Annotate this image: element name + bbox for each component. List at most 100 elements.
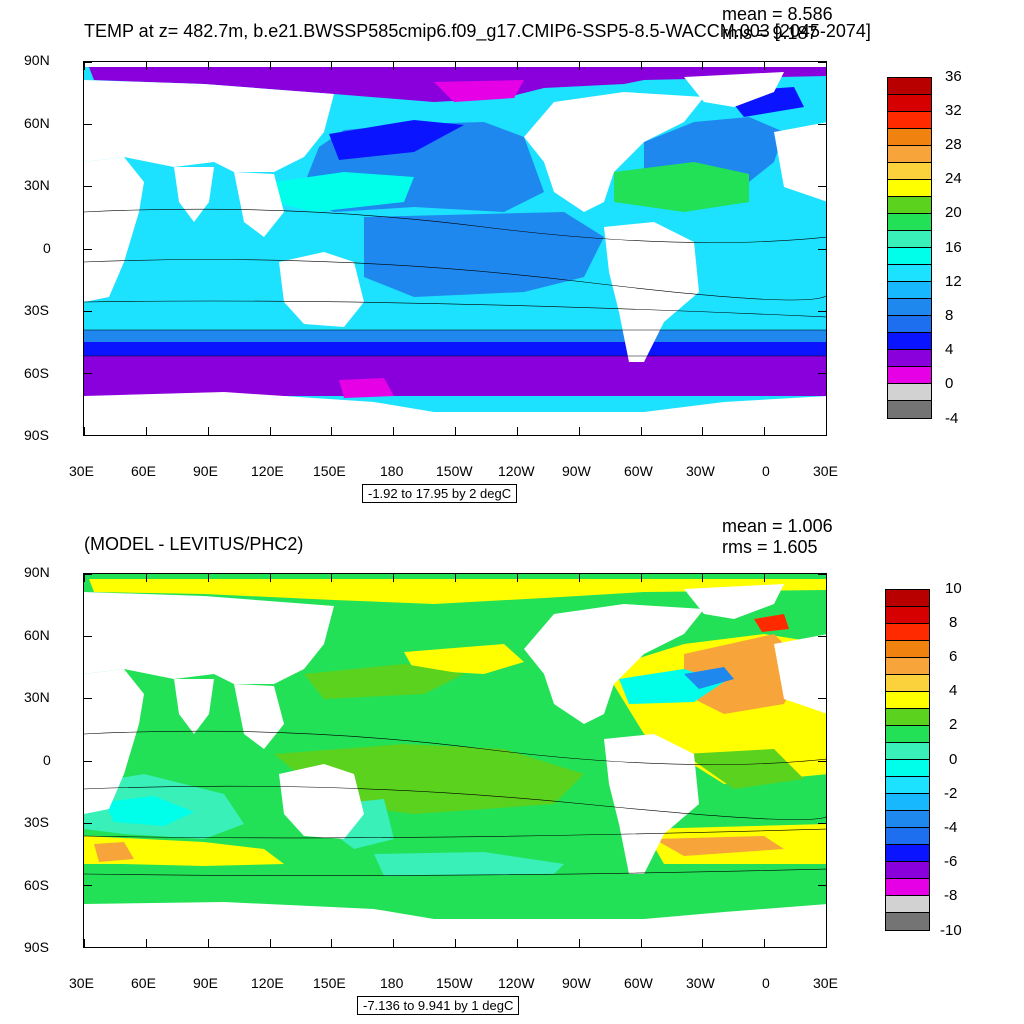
- colorbar-swatch: [886, 828, 929, 845]
- lon-label: 180: [380, 975, 404, 991]
- lon-tick: [455, 574, 456, 582]
- lon-label: 120E: [251, 975, 284, 991]
- south-america-land: [604, 222, 699, 362]
- equatorial-pacific: [364, 212, 604, 297]
- lon-tick: [455, 62, 456, 70]
- colorbar-label: 16: [945, 239, 962, 256]
- colorbar-swatch: [886, 743, 929, 760]
- arctic-yellow: [89, 579, 826, 604]
- india-land: [174, 679, 214, 734]
- colorbar-label: 4: [945, 341, 954, 358]
- contour-line: [84, 868, 826, 876]
- lat-tick: [818, 435, 826, 436]
- southern-band-mid: [84, 330, 826, 342]
- lon-label: 0: [762, 975, 770, 991]
- lon-tick: [269, 574, 271, 582]
- colorbar-label: 24: [945, 170, 962, 187]
- southern-cyan-band: [374, 852, 564, 876]
- lat-tick: [84, 884, 92, 886]
- lon-tick: [207, 574, 209, 582]
- colorbar-label: -8: [944, 887, 958, 904]
- lon-tick: [516, 574, 518, 582]
- lon-tick: [207, 939, 209, 947]
- europe-land: [774, 122, 826, 202]
- lat-tick: [818, 248, 826, 250]
- eurasia-land: [84, 80, 334, 172]
- lat-tick: [818, 186, 826, 188]
- lon-tick: [145, 574, 147, 582]
- colorbar-swatch: [886, 624, 929, 641]
- lat-label: 0: [43, 240, 51, 256]
- lat-label: 90S: [24, 427, 49, 443]
- lat-tick: [84, 435, 92, 436]
- southern-orange-spot: [94, 842, 134, 862]
- lat-tick: [84, 636, 92, 638]
- north-atlantic-green: [614, 162, 749, 212]
- colorbar-swatch: [888, 282, 931, 299]
- lon-label: 120E: [251, 463, 284, 479]
- colorbar-swatch: [888, 163, 931, 180]
- colorbar-swatch: [886, 590, 929, 607]
- panel-title: TEMP at z= 482.7m, b.e21.BWSSP585cmip6.f…: [84, 21, 871, 41]
- lat-tick: [818, 760, 826, 762]
- lon-tick: [393, 427, 395, 435]
- rms-value: rms = 9.187: [722, 23, 818, 43]
- india-land: [174, 167, 214, 222]
- lat-tick: [84, 372, 92, 374]
- lon-label: 150E: [313, 975, 346, 991]
- se-asia-land: [234, 684, 284, 749]
- colorbar-swatch: [888, 384, 931, 401]
- contour-line: [84, 828, 826, 839]
- lat-label: 30S: [24, 814, 49, 830]
- lon-label: 30W: [686, 463, 715, 479]
- colorbar-swatch: [888, 146, 931, 163]
- colorbar-swatch: [886, 777, 929, 794]
- eurasia-land: [84, 592, 334, 684]
- mean-value: mean = 8.586: [722, 4, 833, 24]
- antarctica: [84, 902, 826, 947]
- lon-tick: [516, 427, 518, 435]
- colorbar-swatch: [888, 78, 931, 95]
- lon-tick: [331, 939, 333, 947]
- greenland-land: [684, 584, 784, 619]
- colorbar-swatch: [886, 641, 929, 658]
- lat-tick: [818, 636, 826, 638]
- lon-label: 150W: [436, 463, 473, 479]
- lon-tick: [702, 62, 704, 70]
- colorbar-swatch: [888, 112, 931, 129]
- se-asia-land: [234, 172, 284, 237]
- colorbar-swatch: [888, 316, 931, 333]
- lat-tick: [818, 884, 826, 886]
- lat-label: 60S: [24, 365, 49, 381]
- lat-label: 90N: [24, 564, 50, 580]
- lat-label: 90N: [24, 52, 50, 68]
- lon-label: 30E: [813, 975, 838, 991]
- lon-tick: [826, 62, 827, 70]
- lon-label: 60E: [131, 463, 156, 479]
- colorbar-swatch: [888, 214, 931, 231]
- lon-label: 60W: [624, 975, 653, 991]
- colorbar-label: 28: [945, 136, 962, 153]
- lon-label: 30E: [69, 463, 94, 479]
- colorbar-label: 36: [945, 68, 962, 85]
- lon-label: 90E: [193, 463, 218, 479]
- lon-tick: [578, 62, 580, 70]
- colorbar-swatch: [888, 401, 931, 418]
- lat-tick: [84, 186, 92, 188]
- africa-land: [84, 669, 144, 814]
- temperature-panel: TEMP at z= 482.7m, b.e21.BWSSP585cmip6.f…: [24, 4, 962, 503]
- colorbar: [885, 589, 930, 931]
- map-frame: [83, 573, 827, 948]
- lon-label: 120W: [498, 975, 535, 991]
- lon-label: 90W: [562, 463, 591, 479]
- lat-tick: [818, 698, 826, 700]
- kuroshio-deep: [329, 120, 464, 160]
- lat-label: 60N: [24, 115, 50, 131]
- map-frame: [83, 61, 827, 436]
- south-indian-deep: [104, 796, 194, 826]
- lon-tick: [578, 574, 580, 582]
- lon-label: 60W: [624, 463, 653, 479]
- colorbar-swatch: [888, 265, 931, 282]
- colorbar-swatch: [888, 231, 931, 248]
- lat-tick: [818, 62, 826, 63]
